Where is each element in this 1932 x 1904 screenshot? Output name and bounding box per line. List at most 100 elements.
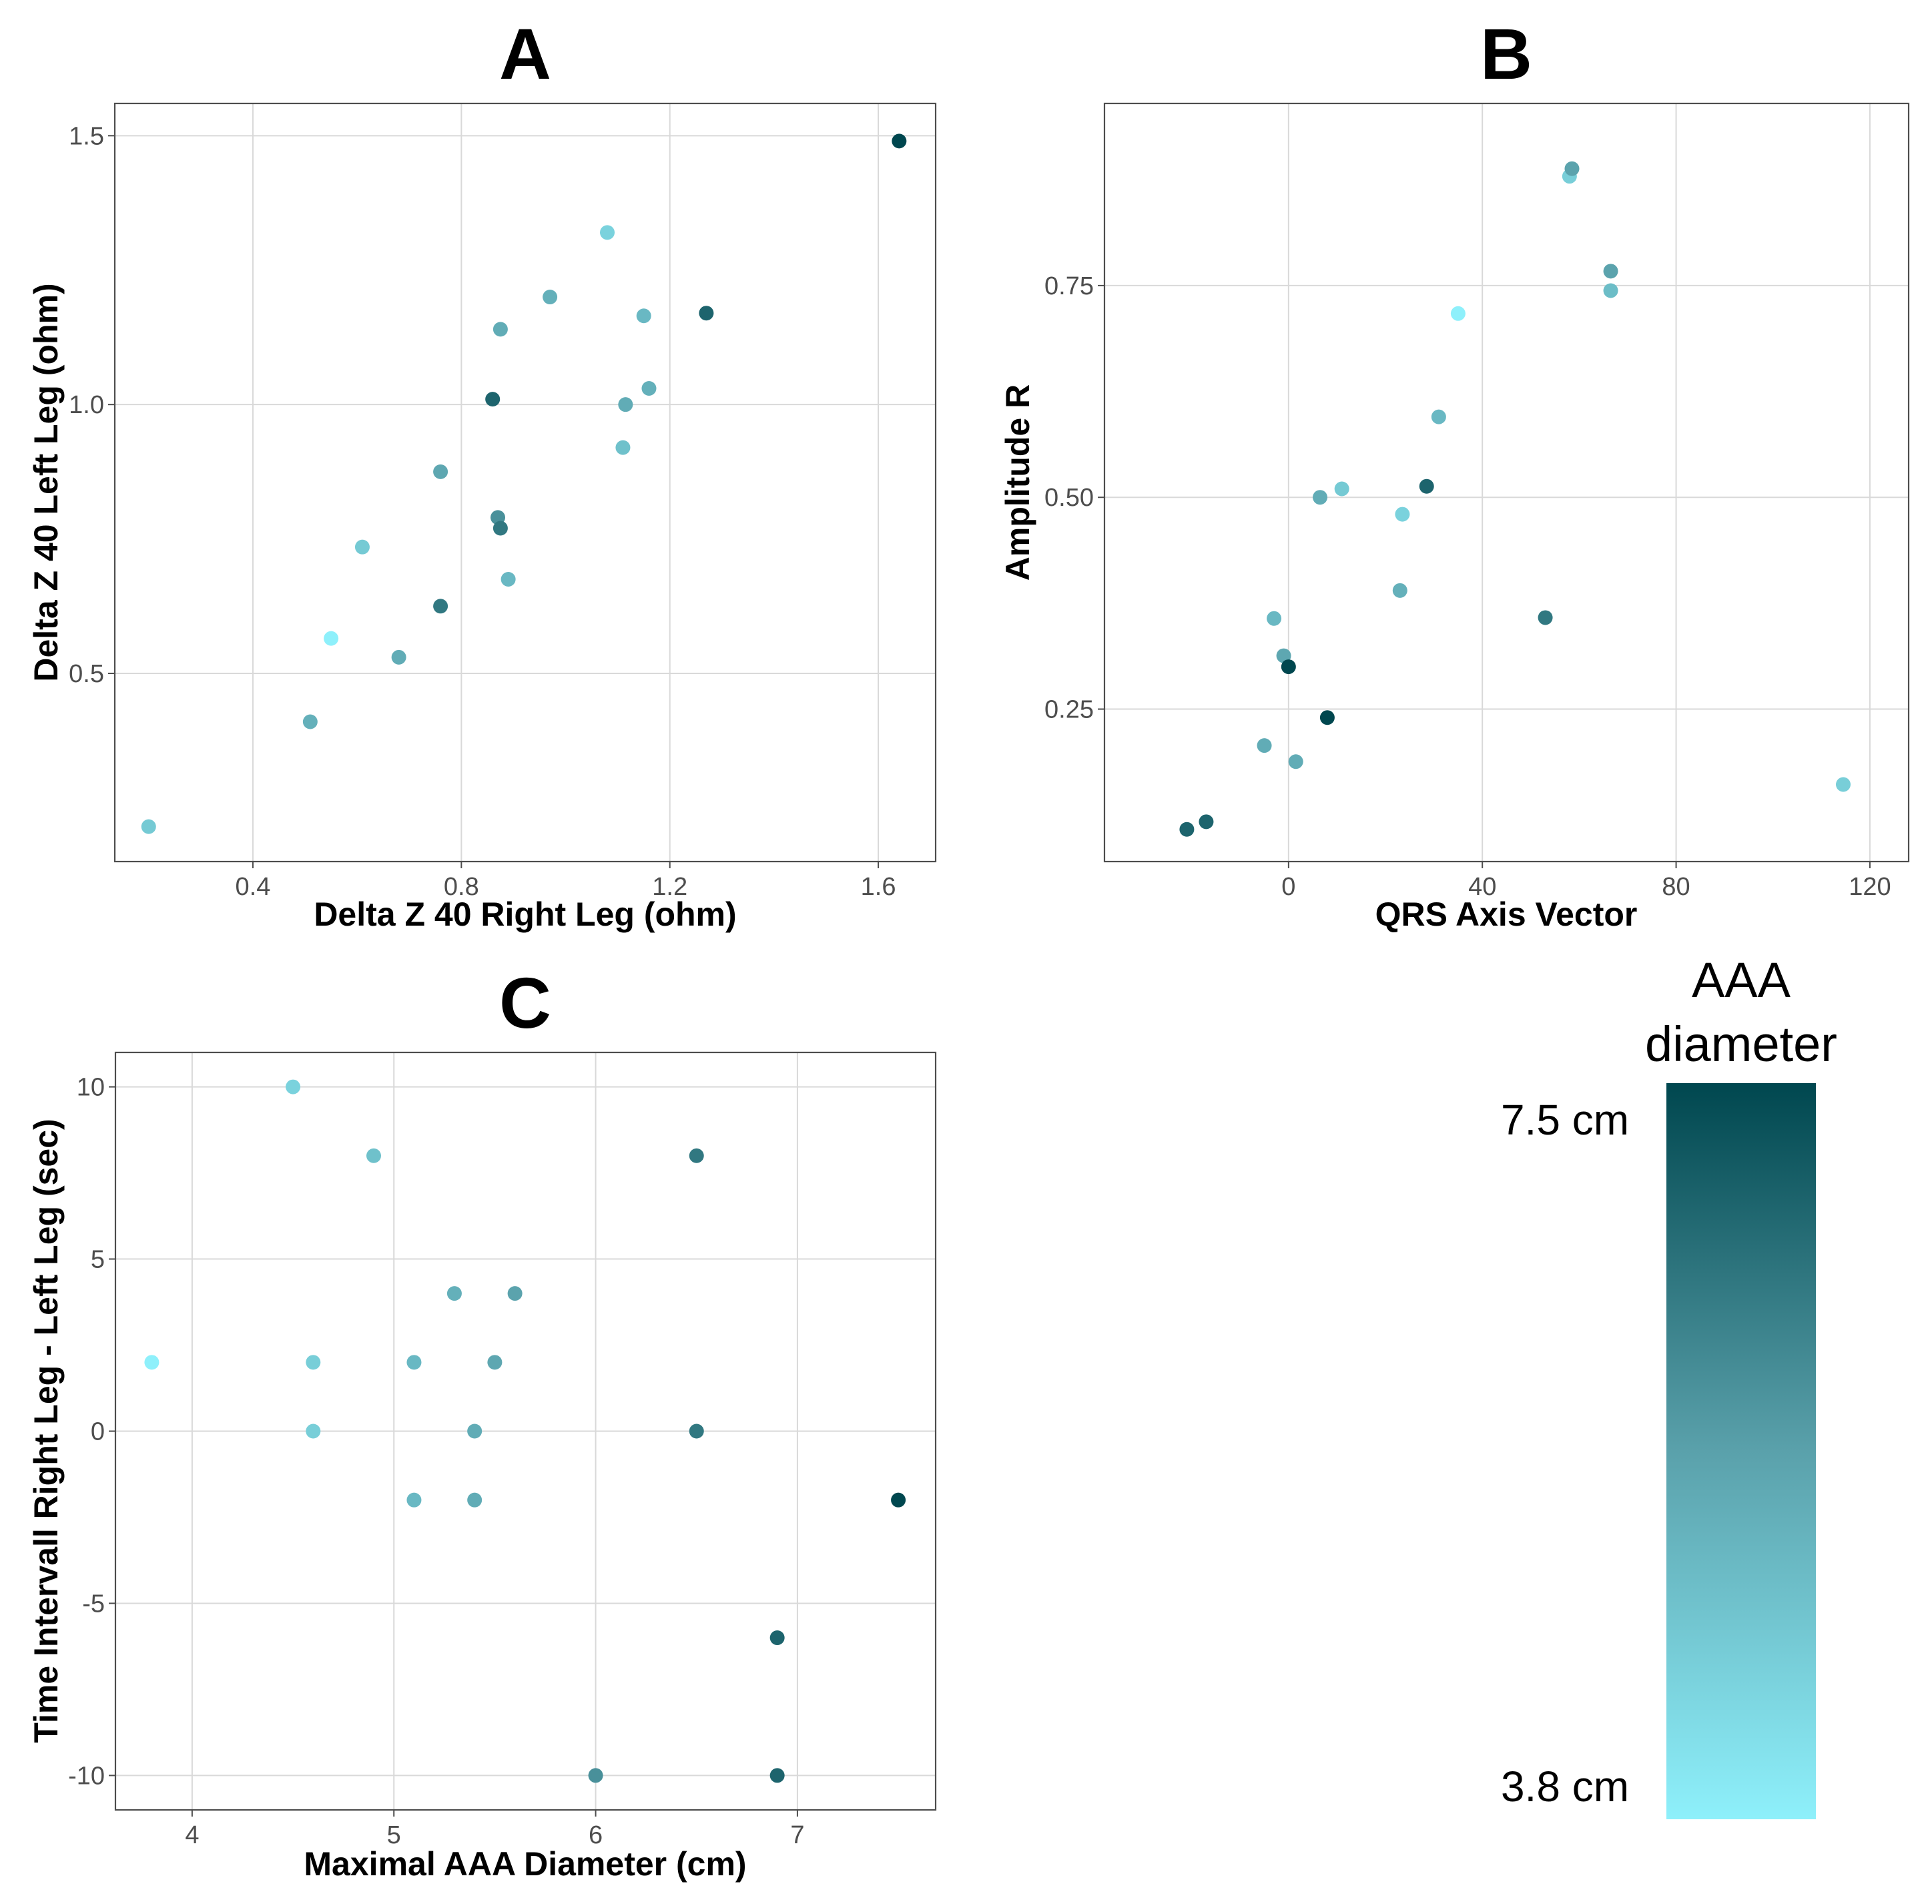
panel-a-data-point	[433, 464, 448, 479]
panel-c-data-point	[144, 1355, 159, 1370]
panel-b-title: B	[1480, 13, 1532, 94]
panel-c-grid	[115, 1052, 936, 1810]
panel-c-data-point	[891, 1492, 906, 1508]
panel-b-data-point	[1419, 479, 1434, 494]
panel-b-data-point	[1319, 710, 1335, 725]
panel-a-points	[141, 133, 907, 834]
panel-b-data-point	[1603, 264, 1618, 279]
panel-b: B 0 40 80 120 0.25 0.50 0.75 QRS Axis Vector A…	[999, 13, 1910, 933]
panel-c: C 4 5 6 7 -10 -5 0 5 10 Maximal AAA Diameter (cm…	[27, 962, 937, 1883]
panel-a-data-point	[354, 539, 370, 555]
panel-c-data-point	[689, 1148, 704, 1163]
panel-a-data-point	[636, 308, 651, 324]
panel-a-plot-frame	[113, 102, 937, 863]
panel-c-y-tick-label: -10	[68, 1762, 105, 1790]
panel-a-data-point	[892, 133, 907, 149]
panel-c-ticks: 4 5 6 7 -10 -5 0 5 10	[68, 1074, 804, 1849]
panel-c-y-tick-label: -5	[82, 1590, 105, 1618]
panel-a-data-point	[391, 649, 406, 665]
panel-a-data-point	[618, 397, 633, 412]
panel-b-ticks: 0 40 80 120 0.25 0.50 0.75	[1044, 272, 1891, 901]
panel-c-x-tick-label: 5	[387, 1821, 401, 1849]
panel-b-data-point	[1334, 481, 1349, 497]
panel-c-y-axis-title: Time Intervall Right Leg - Left Leg (sec…	[27, 1119, 65, 1742]
panel-a-data-point	[600, 225, 615, 240]
panel-b-y-tick-label: 0.50	[1044, 484, 1094, 512]
panel-c-data-point	[306, 1423, 321, 1439]
panel-a-data-point	[641, 381, 657, 396]
panel-a-grid	[115, 103, 936, 862]
panel-c-points	[144, 1079, 906, 1783]
panel-b-x-tick-label: 120	[1849, 873, 1891, 901]
panel-b-x-tick-label: 40	[1468, 873, 1496, 901]
panel-a-data-point	[493, 521, 508, 536]
panel-c-data-point	[769, 1768, 785, 1783]
panel-c-data-point	[406, 1355, 422, 1370]
panel-a-x-tick-label: 0.4	[236, 873, 271, 901]
panel-a-data-point	[493, 322, 508, 337]
panel-a-title: A	[499, 13, 551, 94]
panel-b-x-axis-title: QRS Axis Vector	[1375, 896, 1638, 933]
panel-c-x-tick-label: 7	[790, 1821, 804, 1849]
panel-b-data-point	[1431, 409, 1446, 424]
panel-b-x-tick-label: 0	[1281, 873, 1295, 901]
panel-c-y-tick-label: 10	[77, 1074, 105, 1102]
panel-b-data-point	[1179, 822, 1195, 837]
panel-a-data-point	[433, 599, 448, 614]
panel-b-y-axis-title: Amplitude R	[999, 384, 1036, 581]
panel-c-data-point	[306, 1355, 321, 1370]
legend-title-line-2: diameter	[1645, 1016, 1837, 1072]
panel-b-points	[1179, 161, 1851, 837]
panel-a-data-point	[699, 306, 714, 321]
panel-c-title: C	[499, 962, 551, 1043]
panel-a-y-tick-label: 1.0	[69, 391, 104, 419]
panel-a-y-tick-label: 1.5	[69, 122, 104, 150]
legend-max-label: 7.5 cm	[1501, 1096, 1629, 1144]
panel-a-data-point	[302, 714, 318, 729]
panel-b-y-tick-label: 0.25	[1044, 696, 1094, 724]
panel-b-data-point	[1450, 306, 1466, 321]
panel-c-x-tick-label: 6	[589, 1821, 603, 1849]
color-legend: AAA diameter 7.5 cm 3.8 cm	[1501, 952, 1837, 1819]
panel-b-data-point	[1313, 490, 1328, 505]
panel-b-data-point	[1836, 777, 1851, 792]
panel-a-data-point	[324, 631, 339, 646]
panel-b-data-point	[1538, 610, 1553, 625]
legend-title-line-1: AAA	[1692, 952, 1791, 1008]
legend-color-bar	[1666, 1083, 1816, 1819]
panel-a-y-tick-label: 0.5	[69, 660, 104, 688]
panel-c-y-tick-label: 0	[91, 1418, 105, 1446]
panel-c-data-point	[588, 1768, 603, 1783]
panel-b-data-point	[1564, 161, 1580, 176]
panel-c-data-point	[689, 1423, 704, 1439]
panel-a-data-point	[543, 290, 558, 305]
panel-a-x-tick-label: 0.8	[444, 873, 479, 901]
panel-a-x-tick-label: 1.6	[861, 873, 896, 901]
panel-c-data-point	[487, 1355, 503, 1370]
panel-c-data-point	[446, 1286, 462, 1301]
panel-b-data-point	[1603, 283, 1618, 298]
panel-b-data-point	[1199, 814, 1214, 830]
panel-c-data-point	[507, 1286, 523, 1301]
panel-b-data-point	[1267, 611, 1282, 626]
panel-b-data-point	[1281, 659, 1296, 675]
panel-a-data-point	[615, 440, 631, 455]
panel-b-y-tick-label: 0.75	[1044, 272, 1094, 300]
panel-a-data-point	[141, 819, 156, 834]
panel-c-data-point	[406, 1492, 422, 1508]
panel-a-ticks: 0.4 0.8 1.2 1.6 0.5 1.0 1.5	[69, 122, 896, 901]
panel-a-data-point	[501, 572, 516, 587]
panel-b-data-point	[1257, 738, 1272, 753]
panel-c-data-point	[467, 1423, 482, 1439]
panel-c-x-axis-title: Maximal AAA Diameter (cm)	[304, 1845, 746, 1883]
panel-c-data-point	[769, 1630, 785, 1646]
panel-a-y-axis-title: Delta Z 40 Left Leg (ohm)	[27, 283, 65, 681]
panel-a-x-axis-title: Delta Z 40 Right Leg (ohm)	[314, 896, 736, 933]
panel-b-x-tick-label: 80	[1662, 873, 1690, 901]
panel-c-data-point	[467, 1492, 482, 1508]
panel-a-data-point	[485, 392, 501, 407]
panel-c-data-point	[286, 1079, 301, 1094]
panel-c-data-point	[366, 1148, 381, 1163]
panel-a-x-tick-label: 1.2	[652, 873, 687, 901]
